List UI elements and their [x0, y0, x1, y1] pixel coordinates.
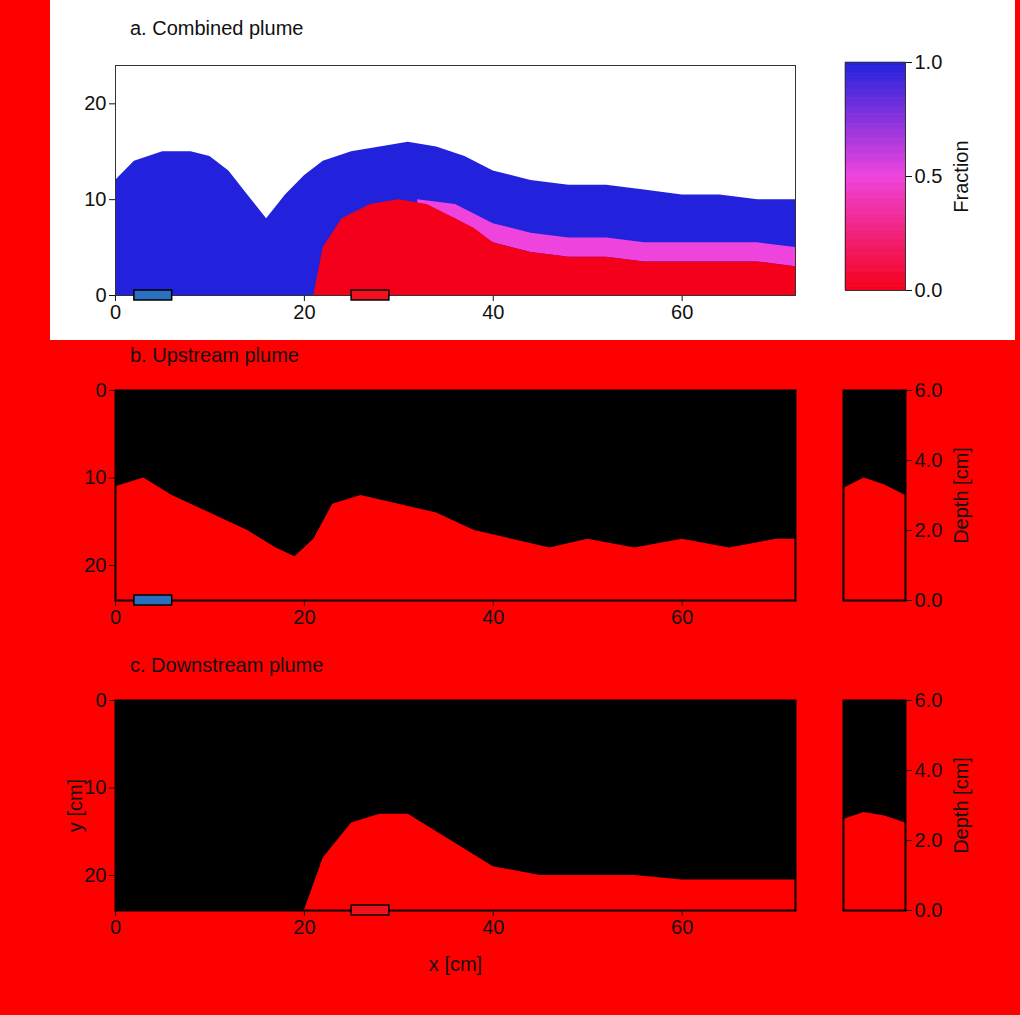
svg-text:20: 20	[84, 864, 106, 886]
svg-text:60: 60	[671, 916, 693, 938]
svg-text:Depth [cm]: Depth [cm]	[950, 757, 972, 854]
svg-text:60: 60	[671, 301, 693, 323]
svg-text:2.0: 2.0	[915, 519, 943, 541]
svg-text:0: 0	[110, 301, 121, 323]
svg-text:0.0: 0.0	[915, 279, 943, 301]
svg-text:40: 40	[482, 301, 504, 323]
svg-text:6.0: 6.0	[915, 689, 943, 711]
svg-text:Depth [cm]: Depth [cm]	[950, 447, 972, 544]
svg-text:20: 20	[293, 606, 315, 628]
svg-text:0: 0	[95, 689, 106, 711]
svg-text:0.0: 0.0	[915, 589, 943, 611]
svg-text:6.0: 6.0	[915, 379, 943, 401]
svg-text:20: 20	[293, 916, 315, 938]
html-text:a. Combined plume: a. Combined plume	[130, 17, 304, 39]
svg-text:y [cm]: y [cm]	[64, 779, 86, 832]
svg-text:0.5: 0.5	[915, 165, 943, 187]
svg-text:10: 10	[84, 466, 106, 488]
svg-text:4.0: 4.0	[915, 449, 943, 471]
svg-text:40: 40	[482, 916, 504, 938]
svg-text:4.0: 4.0	[915, 759, 943, 781]
svg-text:10: 10	[84, 188, 106, 210]
svg-text:0: 0	[110, 916, 121, 938]
html-text:c. Downstream plume: c. Downstream plume	[130, 654, 324, 676]
svg-text:0.0: 0.0	[915, 899, 943, 921]
svg-text:10: 10	[84, 776, 106, 798]
svg-text:0: 0	[95, 379, 106, 401]
svg-text:20: 20	[84, 92, 106, 114]
svg-text:60: 60	[671, 606, 693, 628]
svg-text:2.0: 2.0	[915, 829, 943, 851]
svg-text:40: 40	[482, 606, 504, 628]
svg-text:20: 20	[84, 554, 106, 576]
svg-text:1.0: 1.0	[915, 51, 943, 73]
svg-text:x [cm]: x [cm]	[429, 953, 482, 975]
svg-text:0: 0	[95, 284, 106, 306]
svg-text:Fraction: Fraction	[950, 140, 972, 212]
svg-text:20: 20	[293, 301, 315, 323]
html-text:b. Upstream plume: b. Upstream plume	[130, 344, 299, 366]
svg-text:0: 0	[110, 606, 121, 628]
